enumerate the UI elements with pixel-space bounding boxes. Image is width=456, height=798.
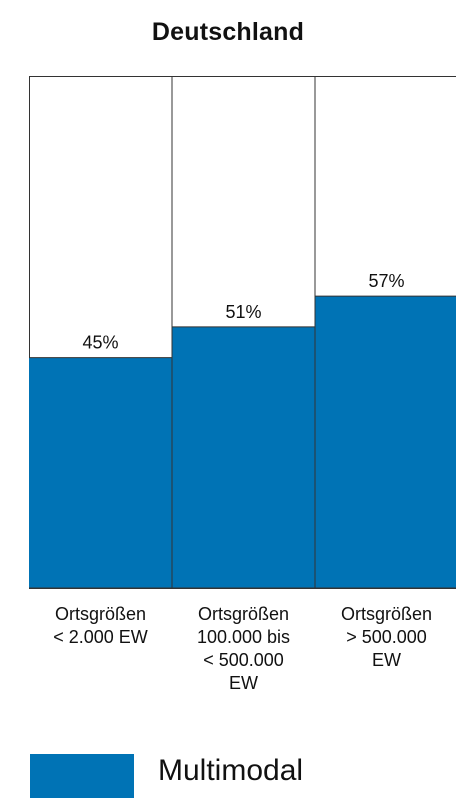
category-label-3: Ortsgrößen > 500.000 EW — [340, 604, 433, 670]
chart-title: Deutschland — [151, 18, 305, 46]
bar-1 — [29, 357, 172, 588]
bar-2 — [172, 326, 315, 588]
data-label-2: 51% — [225, 302, 261, 322]
category-label-2: Ortsgrößen 100.000 bis < 500.000 EW — [196, 604, 291, 693]
category-label-1: Ortsgrößen < 2.000 EW — [53, 604, 148, 647]
data-label-3: 57% — [368, 271, 404, 291]
chart-plot: 45% 51% 57% — [29, 76, 456, 589]
bar-3 — [315, 296, 456, 588]
data-label-1: 45% — [82, 333, 118, 353]
legend-swatch — [30, 754, 134, 798]
legend-label: Multimodal — [158, 754, 304, 787]
